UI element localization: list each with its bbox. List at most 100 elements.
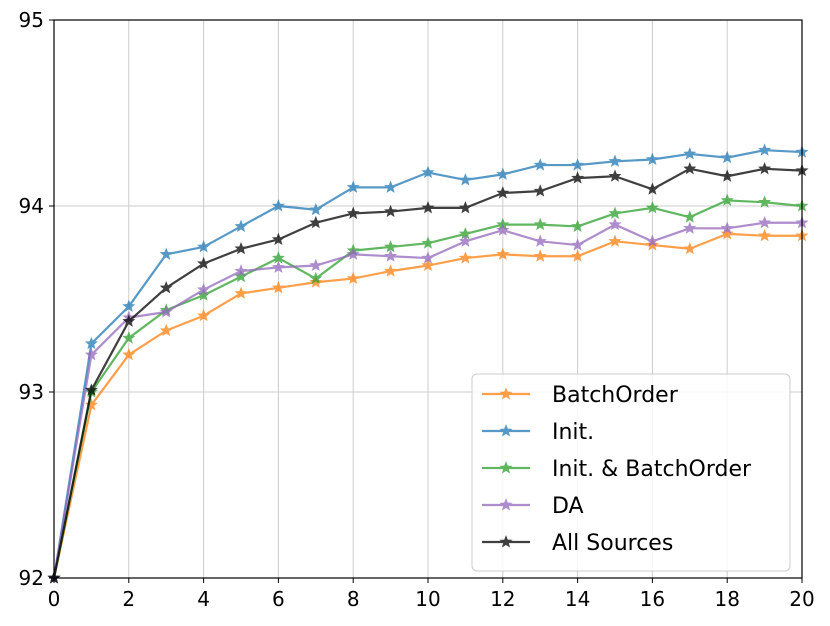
data-point [720, 221, 734, 234]
legend-item: Init. [482, 420, 594, 445]
data-point [533, 184, 547, 197]
y-tick-label: 92 [19, 566, 44, 590]
x-tick-label: 14 [565, 587, 590, 611]
ticks: 0 2 4 6 8 10 12 14 16 18 20 92 93 94 95 [19, 8, 815, 611]
x-tick-label: 8 [347, 587, 360, 611]
data-point [720, 169, 734, 182]
data-point [384, 180, 398, 193]
data-point [271, 199, 285, 212]
legend-swatch [482, 424, 530, 437]
data-point [421, 258, 435, 272]
y-tick-label: 94 [19, 194, 44, 218]
data-point [608, 217, 622, 231]
data-point [309, 215, 323, 229]
data-point [458, 251, 472, 264]
data-point [683, 147, 697, 160]
x-tick-label: 0 [48, 587, 61, 611]
data-point [346, 206, 360, 219]
data-point [234, 219, 248, 232]
data-point [458, 201, 472, 214]
legend-item: BatchOrder [482, 383, 679, 408]
data-point [645, 234, 659, 247]
legend: BatchOrder Init. Init. & BatchOrder DA All S… [471, 373, 791, 572]
data-point [720, 193, 734, 206]
data-point [645, 201, 659, 214]
legend-item: All Sources [482, 531, 673, 556]
data-point [84, 336, 98, 350]
legend-label: BatchOrder [552, 383, 679, 408]
data-point [309, 275, 323, 288]
data-point [309, 271, 323, 285]
data-point [533, 217, 547, 231]
data-point [758, 143, 772, 156]
data-point [645, 182, 659, 195]
data-point [608, 154, 622, 167]
data-point [197, 282, 211, 296]
data-point [496, 223, 510, 236]
legend-swatch [482, 461, 530, 474]
legend-label: Init. [552, 420, 594, 445]
data-point [122, 347, 136, 361]
data-point [159, 247, 173, 260]
data-point [608, 234, 622, 247]
data-point [309, 202, 323, 216]
data-point [608, 206, 622, 219]
data-point [608, 169, 622, 182]
data-point [645, 152, 659, 166]
data-point [384, 249, 398, 262]
data-point [758, 195, 772, 208]
series-all-sources [47, 161, 809, 584]
data-point [758, 161, 772, 175]
data-point [234, 286, 248, 299]
data-point [571, 238, 585, 251]
data-point [122, 331, 136, 344]
data-point [758, 228, 772, 242]
x-tick-label: 16 [640, 587, 665, 611]
data-point [496, 167, 510, 180]
legend-swatch [482, 535, 530, 548]
data-point [683, 161, 697, 175]
data-point [84, 347, 98, 361]
data-point [421, 236, 435, 249]
data-point [720, 150, 734, 164]
data-point [122, 299, 136, 312]
x-tick-label: 4 [197, 587, 210, 611]
data-point [458, 173, 472, 186]
data-point [234, 264, 248, 277]
data-point [271, 281, 285, 294]
data-point [346, 247, 360, 260]
data-point [533, 249, 547, 262]
x-tick-label: 12 [490, 587, 515, 611]
y-tick-label: 95 [19, 8, 44, 32]
series-layer [47, 143, 809, 584]
data-point [683, 210, 697, 223]
data-point [571, 158, 585, 171]
legend-item: DA [482, 494, 584, 519]
legend-label: DA [552, 494, 584, 519]
data-point [84, 398, 98, 411]
data-point [533, 158, 547, 171]
data-point [309, 258, 323, 272]
data-point [645, 238, 659, 251]
series-init [47, 143, 809, 584]
data-point [683, 241, 697, 255]
y-tick-label: 93 [19, 380, 44, 404]
data-point [271, 232, 285, 245]
data-point [197, 308, 211, 322]
x-tick-label: 2 [122, 587, 135, 611]
legend-label: Init. & BatchOrder [552, 457, 752, 482]
data-point [571, 249, 585, 262]
data-point [346, 180, 360, 193]
x-tick-label: 6 [272, 587, 285, 611]
data-point [197, 256, 211, 270]
data-point [758, 215, 772, 229]
data-point [159, 305, 173, 318]
x-tick-label: 18 [714, 587, 739, 611]
legend-item: Init. & BatchOrder [482, 457, 752, 482]
data-point [234, 241, 248, 255]
data-point [683, 221, 697, 234]
data-point [421, 251, 435, 264]
legend-swatch [482, 387, 530, 400]
series-batchorder [47, 227, 809, 584]
